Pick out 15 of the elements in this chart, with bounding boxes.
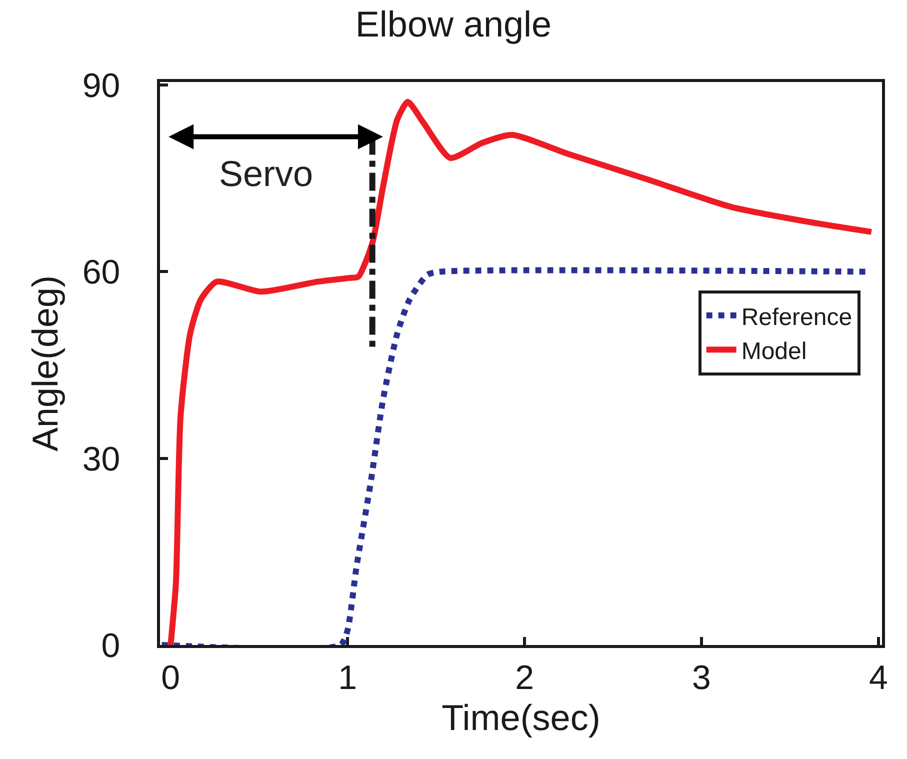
annotation: Servo [219, 153, 314, 194]
x-tick-label: 3 [692, 658, 711, 697]
x-tick-label: 0 [161, 658, 180, 697]
chart-title: Elbow angle [355, 4, 552, 45]
x-tick-label: 4 [869, 658, 888, 697]
x-axis-title: Time(sec) [442, 696, 600, 738]
y-tick-label: 30 [82, 440, 120, 478]
y-tick-label: 60 [82, 254, 120, 292]
y-tick-label: 90 [82, 67, 120, 106]
x-tick-label: 2 [515, 658, 534, 697]
y-tick-label: 0 [101, 626, 120, 665]
x-tick-label: 1 [338, 658, 358, 697]
y-axis-title: Angle(deg) [24, 275, 66, 452]
legend-label: Model [741, 338, 807, 365]
legend-label: Reference [741, 304, 852, 331]
